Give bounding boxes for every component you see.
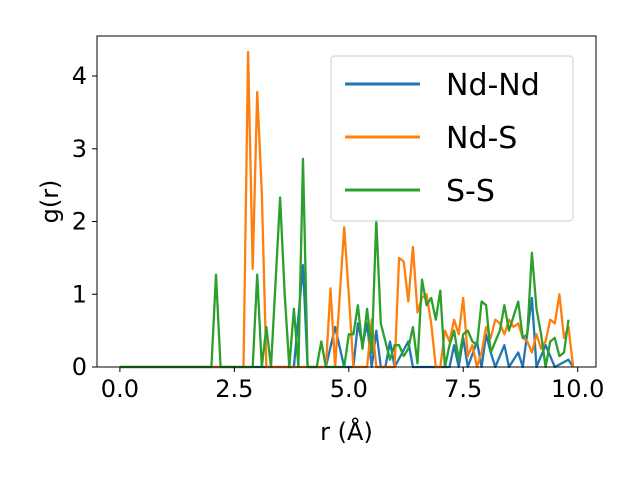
- series-line-s-s: [119, 157, 570, 369]
- legend-label-s-s: S-S: [446, 174, 495, 209]
- x-tick-label: 0.0: [101, 375, 139, 403]
- legend: Nd-Nd Nd-S S-S: [330, 55, 574, 222]
- x-tick-label: 10.0: [551, 375, 604, 403]
- legend-label-nd-s: Nd-S: [446, 121, 517, 156]
- legend-box: [330, 55, 574, 222]
- series-line-nd-s: [119, 50, 575, 369]
- y-tick-label: 3: [72, 135, 87, 163]
- y-axis: 0 1 2 3 4: [72, 62, 97, 381]
- x-tick-label: 5.0: [330, 375, 368, 403]
- y-tick-label: 0: [72, 353, 87, 381]
- y-tick-label: 2: [72, 208, 87, 236]
- x-axis: 0.0 2.5 5.0 7.5 10.0: [101, 367, 604, 403]
- x-tick-label: 2.5: [215, 375, 253, 403]
- plot-frame: [96, 35, 597, 368]
- x-tick-label: 7.5: [444, 375, 482, 403]
- y-tick-label: 1: [72, 280, 87, 308]
- y-tick-label: 4: [72, 62, 87, 90]
- x-axis-label: r (Å): [320, 417, 373, 446]
- legend-label-nd-nd: Nd-Nd: [446, 68, 540, 103]
- y-axis-label: g(r): [36, 180, 64, 224]
